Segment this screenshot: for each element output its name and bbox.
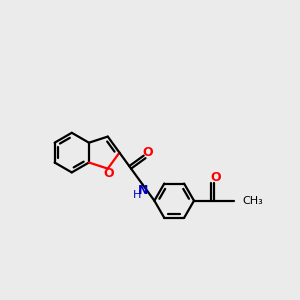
Text: O: O (103, 167, 114, 180)
Text: CH₃: CH₃ (242, 196, 263, 206)
Text: O: O (211, 171, 221, 184)
Text: H: H (133, 190, 142, 200)
Text: N: N (137, 184, 148, 197)
Text: O: O (142, 146, 153, 159)
